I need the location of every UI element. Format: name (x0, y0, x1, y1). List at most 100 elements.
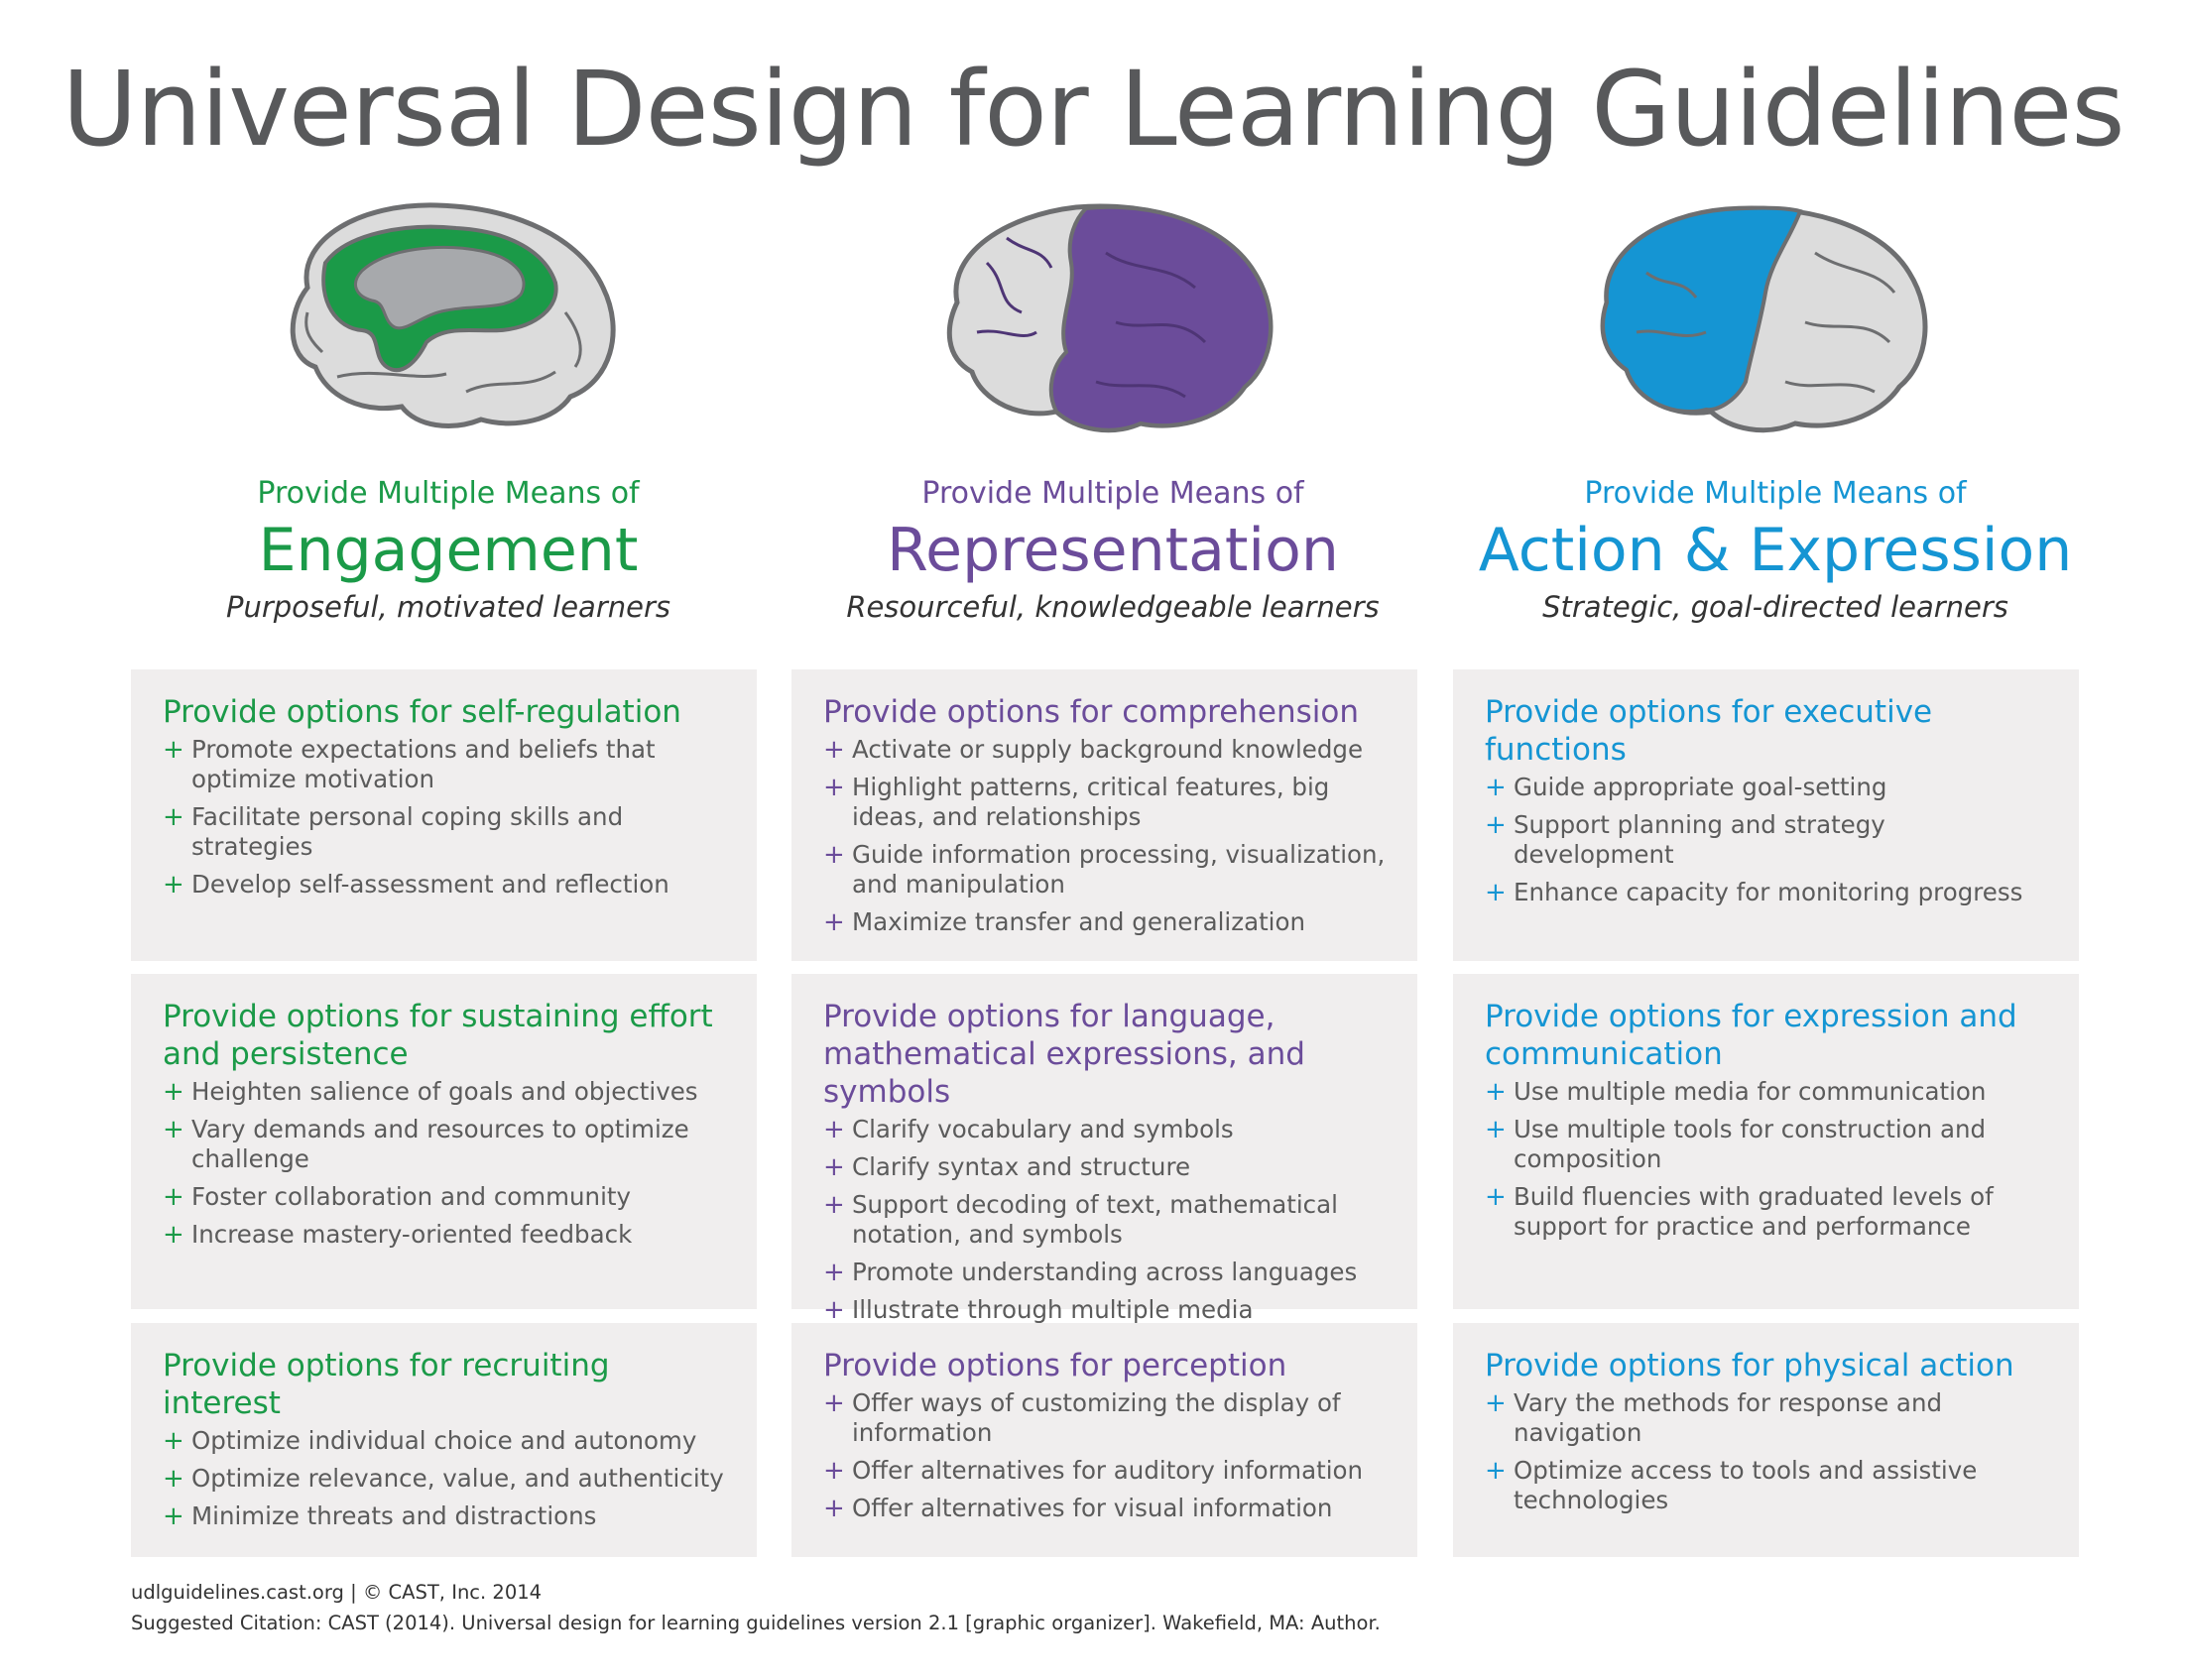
guideline-item: + Enhance capacity for monitoring progres… (1485, 878, 2051, 907)
plus-icon: + (163, 1220, 184, 1250)
guideline-item: + Vary demands and resources to optimize … (163, 1115, 729, 1174)
guideline-item: + Clarify vocabulary and symbols (823, 1115, 1390, 1144)
guideline-text: Activate or supply background knowledge (852, 735, 1364, 764)
representation-cell-2: Provide options for language, mathematic… (791, 974, 1417, 1325)
page-title: Universal Design for Learning Guidelines (61, 49, 2125, 170)
guideline-list: + Use multiple media for communication + U… (1485, 1077, 2051, 1242)
guideline-item: + Vary the methods for response and navig… (1485, 1388, 2051, 1448)
plus-icon: + (163, 1464, 184, 1494)
guideline-item: + Optimize relevance, value, and authenti… (163, 1464, 729, 1494)
guideline-text: Clarify syntax and structure (852, 1152, 1191, 1181)
engagement-cell-3: Provide options for recruiting interest … (131, 1323, 757, 1557)
cell-heading: Provide options for perception (823, 1348, 1287, 1383)
guideline-text: Optimize individual choice and autonomy (191, 1426, 697, 1455)
plus-icon: + (163, 1115, 184, 1144)
action-expression-pre: Provide Multiple Means of (1584, 476, 1967, 511)
guideline-text: Facilitate personal coping skills and st… (191, 802, 624, 861)
footer: udlguidelines.cast.org | © CAST, Inc. 20… (131, 1577, 1381, 1638)
guideline-item: + Activate or supply background knowledge (823, 735, 1390, 765)
guideline-list: + Activate or supply background knowledge… (823, 735, 1390, 937)
guideline-text: Maximize transfer and generalization (852, 907, 1306, 936)
guideline-item: + Support planning and strategy developme… (1485, 810, 2051, 870)
plus-icon: + (163, 1182, 184, 1212)
action-expression-cell-1: Provide options for executive functions … (1453, 669, 2079, 961)
guideline-list: + Offer ways of customizing the display o… (823, 1388, 1390, 1523)
guideline-item: + Facilitate personal coping skills and s… (163, 802, 729, 862)
plus-icon: + (823, 735, 845, 765)
plus-icon: + (163, 735, 184, 765)
guideline-item: + Illustrate through multiple media (823, 1295, 1390, 1325)
engagement-cell-1: Provide options for self-regulation + Pro… (131, 669, 757, 961)
guideline-text: Guide information processing, visualizat… (852, 840, 1386, 899)
engagement-cell-2: Provide options for sustaining effort an… (131, 974, 757, 1309)
action-expression-cell-3: Provide options for physical action + Var… (1453, 1323, 2079, 1557)
guideline-list: + Clarify vocabulary and symbols + Clarify… (823, 1115, 1390, 1325)
plus-icon: + (1485, 878, 1507, 907)
action-expression-subtitle: Strategic, goal-directed learners (1542, 590, 2008, 624)
plus-icon: + (823, 773, 845, 802)
guideline-item: + Minimize threats and distractions (163, 1501, 729, 1531)
plus-icon: + (823, 1115, 845, 1144)
guideline-list: + Promote expectations and beliefs that o… (163, 735, 729, 900)
plus-icon: + (1485, 1388, 1507, 1418)
guideline-list: + Optimize individual choice and autonomy… (163, 1426, 729, 1531)
plus-icon: + (163, 1426, 184, 1456)
plus-icon: + (1485, 773, 1507, 802)
plus-icon: + (163, 870, 184, 900)
plus-icon: + (823, 1388, 845, 1418)
cell-heading: Provide options for executive functions (1485, 694, 1933, 768)
footer-copyright: udlguidelines.cast.org | © CAST, Inc. 20… (131, 1581, 543, 1604)
guideline-text: Minimize threats and distractions (191, 1501, 597, 1530)
guideline-item: + Increase mastery-oriented feedback (163, 1220, 729, 1250)
guideline-text: Enhance capacity for monitoring progress (1514, 878, 2023, 906)
guideline-text: Increase mastery-oriented feedback (191, 1220, 633, 1249)
guideline-text: Illustrate through multiple media (852, 1295, 1254, 1324)
guideline-text: Offer alternatives for auditory informat… (852, 1456, 1364, 1485)
guideline-text: Optimize access to tools and assistive t… (1514, 1456, 1978, 1514)
guideline-item: + Optimize access to tools and assistive … (1485, 1456, 2051, 1515)
plus-icon: + (163, 1501, 184, 1531)
engagement-pre: Provide Multiple Means of (257, 476, 640, 511)
action-expression-cell-2: Provide options for expression and commu… (1453, 974, 2079, 1309)
guideline-item: + Build fluencies with graduated levels o… (1485, 1182, 2051, 1242)
guideline-text: Use multiple tools for construction and … (1514, 1115, 1987, 1173)
cell-heading: Provide options for comprehension (823, 694, 1360, 730)
footer-citation: Suggested Citation: CAST (2014). Univers… (131, 1612, 1381, 1634)
guideline-item: + Highlight patterns, critical features, … (823, 773, 1390, 832)
engagement-subtitle: Purposeful, motivated learners (225, 590, 670, 624)
guideline-text: Guide appropriate goal-setting (1514, 773, 1887, 801)
representation-subtitle: Resourceful, knowledgeable learners (846, 590, 1380, 624)
brain-recognition-network-icon (946, 203, 1274, 433)
action-expression-title: Action & Expression (1478, 516, 2073, 585)
plus-icon: + (1485, 1115, 1507, 1144)
brain-strategic-network-icon (1600, 205, 1928, 433)
guideline-item: + Heighten salience of goals and objectiv… (163, 1077, 729, 1107)
plus-icon: + (823, 1190, 845, 1220)
guideline-item: + Maximize transfer and generalization (823, 907, 1390, 937)
guideline-list: + Vary the methods for response and navig… (1485, 1388, 2051, 1515)
guideline-text: Heighten salience of goals and objective… (191, 1077, 698, 1106)
engagement-header: Provide Multiple Means of Engagement Pur… (121, 476, 776, 627)
guideline-list: + Heighten salience of goals and objectiv… (163, 1077, 729, 1250)
cell-heading: Provide options for expression and commu… (1485, 999, 2017, 1072)
representation-pre: Provide Multiple Means of (921, 476, 1304, 511)
plus-icon: + (1485, 810, 1507, 840)
plus-icon: + (823, 1152, 845, 1182)
guideline-text: Foster collaboration and community (191, 1182, 631, 1211)
representation-cell-1: Provide options for comprehension + Activ… (791, 669, 1417, 961)
guideline-item: + Promote expectations and beliefs that o… (163, 735, 729, 794)
plus-icon: + (823, 1258, 845, 1287)
plus-icon: + (823, 1456, 845, 1486)
guideline-text: Build fluencies with graduated levels of… (1514, 1182, 1994, 1241)
guideline-text: Develop self-assessment and reflection (191, 870, 669, 899)
plus-icon: + (1485, 1456, 1507, 1486)
guideline-item: + Offer alternatives for visual informati… (823, 1494, 1390, 1523)
guideline-text: Offer ways of customizing the display of… (852, 1388, 1341, 1447)
guideline-item: + Clarify syntax and structure (823, 1152, 1390, 1182)
plus-icon: + (163, 802, 184, 832)
guideline-item: + Develop self-assessment and reflection (163, 870, 729, 900)
representation-cell-3: Provide options for perception + Offer wa… (791, 1323, 1417, 1557)
guideline-item: + Use multiple media for communication (1485, 1077, 2051, 1107)
cell-heading: Provide options for sustaining effort an… (163, 999, 713, 1072)
cell-heading: Provide options for language, mathematic… (823, 999, 1305, 1110)
